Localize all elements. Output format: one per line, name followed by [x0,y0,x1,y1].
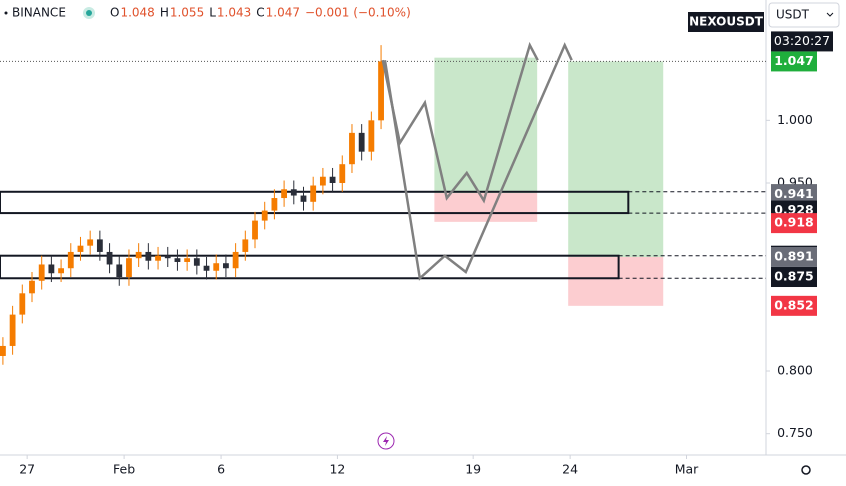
candle-body [339,164,346,184]
candle-body [126,258,132,278]
price-label-box [771,246,817,267]
candle-body [116,264,123,278]
y-tick-label: 1.000 [777,112,813,127]
candle-body [281,189,288,199]
price-label: 0.875 [774,269,814,284]
candle-body [58,268,64,274]
price-label-box [771,184,817,205]
ohlc-label: O [110,6,119,20]
ohlc-label: H [160,6,169,20]
candle-body [232,251,239,269]
x-tick-label: 24 [562,462,578,477]
status-dot [86,10,92,16]
candle-body [349,132,355,165]
plot-area [0,41,766,365]
price-label: 0.852 [774,297,814,312]
timer-box [771,31,833,52]
candle-body [242,239,249,252]
price-label-box [771,213,817,234]
candle-body [378,61,384,121]
x-tick-label: 12 [329,462,345,477]
timer: 03:20:27 [774,33,830,48]
candle-body [38,264,45,281]
price-label: 0.918 [774,215,814,230]
candle-body [155,255,161,261]
candle-body [164,255,171,259]
symbol: NEXOUSDT [689,15,764,29]
price-label: 0.941 [774,186,814,201]
candle-body [329,176,336,184]
candle-body [319,176,326,186]
zone-box [0,254,620,280]
ohlc-label: L [209,6,216,20]
x-tick-label: 27 [19,462,35,477]
candle-body [106,251,113,265]
x-tick-label: Mar [675,462,699,477]
candle-body [174,258,181,262]
candle-body [223,263,229,269]
candle-body [290,189,297,196]
candle-body [203,265,210,271]
candle-body [48,264,55,274]
y-tick-label: 0.750 [777,425,813,440]
projection-path [383,42,573,281]
candle-body [77,245,84,252]
exchange: BINANCE [12,6,66,20]
caret [826,12,834,17]
currency[interactable]: USDT [776,8,810,22]
candle-body [0,345,6,356]
stop-zone [568,256,664,306]
candle-body [145,251,152,261]
ohlc: O 1.048 H 1.055 L 1.043 C 1.047 −0.001 (−0.10%) [110,6,411,20]
target-zone [568,61,664,257]
candle-body [252,220,258,240]
candle-body [358,132,365,152]
candle-body [87,239,94,246]
candle-body [271,198,278,211]
projection-path [381,41,539,204]
event-icon[interactable] [377,432,395,450]
dot [4,11,8,15]
candle-body [310,185,317,202]
symbol-box [688,12,764,32]
price-label: 1.047 [774,53,814,68]
price-label-box [771,51,817,72]
candle-body [67,251,74,269]
target-zone [434,57,538,194]
price-label: 0.891 [774,248,814,263]
x-tick-label: 19 [465,462,481,477]
candle-body [9,314,16,346]
settings-icon[interactable] [801,465,811,475]
candle-body [96,239,103,252]
x-tick-label: 6 [217,462,225,477]
candle-body [184,258,191,262]
ohlc-value: 1.055 [170,6,204,20]
candle-body [300,195,307,202]
candle-body [29,280,35,294]
candle-body [19,293,26,315]
candle-body [193,258,200,266]
change: −0.001 (−0.10%) [305,6,411,20]
event-bolt [383,436,389,446]
ohlc-value: 1.047 [266,6,300,20]
ohlc-label: C [256,6,264,20]
x-tick-label: Feb [113,462,135,477]
currency-select[interactable] [768,2,840,28]
ohlc-value: 1.048 [120,6,154,20]
candle-body [368,120,375,152]
candle-body [213,263,220,271]
candle-body [261,210,268,221]
candle-body [135,251,142,259]
ohlc-value: 1.043 [217,6,251,20]
y-tick-label: 0.800 [777,363,813,378]
price-label-box [771,267,817,288]
price-label-box [771,295,817,316]
